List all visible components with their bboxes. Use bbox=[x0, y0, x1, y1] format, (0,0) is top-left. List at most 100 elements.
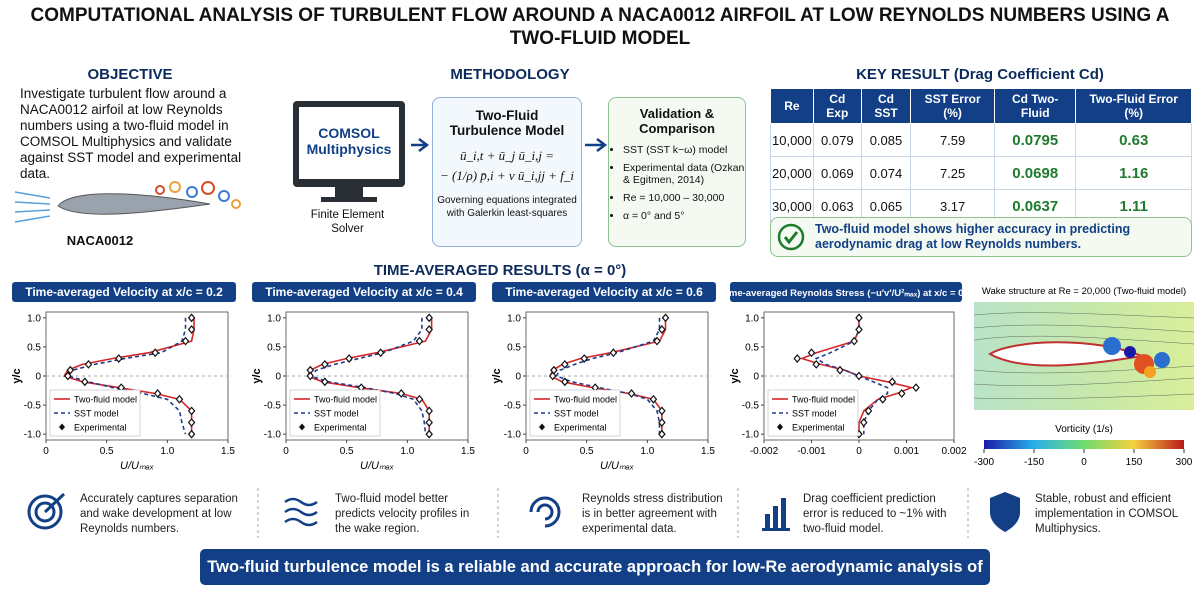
y-axis-label: y/c bbox=[251, 368, 263, 383]
data-point bbox=[864, 406, 873, 416]
conclusion-banner: Two-fluid turbulence model is a reliable… bbox=[200, 549, 990, 585]
title-bar bbox=[492, 282, 716, 302]
y-tick-label: -0.5 bbox=[742, 401, 760, 412]
data-point bbox=[415, 394, 424, 404]
legend-label: Two-fluid model bbox=[314, 395, 377, 405]
x-axis-label: U/Uₘₐₓ bbox=[120, 460, 154, 472]
data-point bbox=[812, 359, 821, 369]
legend-label: SST model bbox=[554, 409, 598, 419]
table-cell: 7.25 bbox=[910, 156, 996, 190]
methodology-diagram bbox=[293, 101, 608, 202]
feature-text: Accurately captures separation and wake … bbox=[80, 493, 238, 535]
y-axis-label: y/c bbox=[729, 368, 741, 383]
data-point bbox=[187, 406, 196, 416]
legend-label: SST model bbox=[792, 409, 836, 419]
model-box: Two-Fluid Turbulence Model ū_i,t + ū_j ū… bbox=[432, 97, 582, 247]
data-point bbox=[658, 418, 666, 427]
data-point bbox=[658, 406, 666, 416]
data-point bbox=[912, 383, 920, 393]
x-tick-label: 0 bbox=[283, 446, 289, 457]
objective-text: Investigate turbulent flow around a NACA… bbox=[20, 86, 242, 181]
data-point bbox=[425, 406, 433, 416]
chart: Time-averaged Velocity at x/c = 0.6 0 0.5 1… bbox=[491, 282, 716, 472]
y-tick-label: -0.5 bbox=[504, 401, 522, 412]
y-axis-label: y/c bbox=[11, 368, 23, 383]
data-point bbox=[175, 394, 184, 404]
data-point bbox=[580, 354, 589, 363]
data-point bbox=[415, 336, 424, 346]
chart-title: Time-averaged Velocity at x/c = 0.4 bbox=[265, 285, 463, 299]
table-cell: 0.079 bbox=[812, 123, 862, 157]
data-point bbox=[187, 325, 196, 334]
header-cell: Cd Exp bbox=[812, 88, 862, 124]
data-point bbox=[859, 418, 868, 427]
table-cell: 0.069 bbox=[812, 156, 862, 190]
chart: Time-averaged Velocity at x/c = 0.4 0 0.5 1… bbox=[251, 282, 476, 472]
solver-caption: Finite Element Solver bbox=[310, 209, 385, 235]
data-point bbox=[807, 348, 816, 358]
results-heading: TIME-AVERAGED RESULTS (α = 0°) bbox=[373, 262, 627, 279]
legend-swatch bbox=[539, 423, 545, 431]
colorbar-tick-label: 0 bbox=[1081, 457, 1087, 468]
legend-label: SST model bbox=[314, 409, 358, 419]
data-point bbox=[561, 377, 569, 387]
feature-text: Two-fluid model better predicts velocity… bbox=[335, 493, 470, 535]
validation-item: SST (SST k−ω) model bbox=[623, 144, 745, 156]
data-point bbox=[836, 365, 844, 375]
y-tick-label: 0 bbox=[35, 372, 41, 383]
data-point bbox=[151, 348, 159, 358]
message-box: Two-fluid model shows higher accuracy in… bbox=[770, 217, 1192, 257]
table-cell: 10,000 bbox=[770, 123, 814, 157]
data-point bbox=[425, 313, 433, 323]
poster-title: COMPUTATIONAL ANALYSIS OF TURBULENT FLOW… bbox=[30, 5, 1170, 49]
header-cell: SST Error (%) bbox=[910, 88, 996, 124]
legend-label: Two-fluid model bbox=[554, 395, 617, 405]
y-tick-label: 1.0 bbox=[745, 313, 759, 324]
x-tick-label: -0.002 bbox=[750, 446, 779, 457]
legend-label: Experimental bbox=[792, 423, 845, 433]
solver-screen: COMSOL Multiphysics bbox=[306, 125, 392, 157]
feature-text: Stable, robust and efficient implementat… bbox=[1035, 493, 1178, 535]
y-tick-label: -1.0 bbox=[504, 430, 522, 441]
x-tick-label: 1.0 bbox=[400, 446, 414, 457]
data-point bbox=[306, 371, 315, 381]
data-point bbox=[855, 325, 863, 334]
x-tick-label: 0 bbox=[523, 446, 529, 457]
y-tick-label: 0.5 bbox=[507, 342, 521, 353]
x-tick-label: -0.001 bbox=[797, 446, 826, 457]
data-point bbox=[855, 371, 863, 381]
x-tick-label: 0.001 bbox=[894, 446, 919, 457]
wake-panel: Wake structure at Re = 20,000 (Two-fluid… bbox=[973, 286, 1195, 468]
x-tick-label: 1.0 bbox=[160, 446, 174, 457]
data-point bbox=[878, 394, 887, 404]
data-point bbox=[793, 354, 802, 363]
x-tick-label: 0 bbox=[43, 446, 49, 457]
model-title: Two-Fluid Turbulence Model bbox=[449, 108, 565, 138]
table-cell: 0.0795 bbox=[994, 123, 1077, 157]
feature-text: Drag coefficient prediction error is red… bbox=[803, 493, 947, 535]
table-row: 10,000 0.079 0.085 7.59 0.0795 0.63 bbox=[770, 123, 1192, 157]
title-bar bbox=[12, 282, 236, 302]
x-tick-label: 0 bbox=[856, 446, 862, 457]
data-point bbox=[548, 371, 557, 381]
data-point bbox=[561, 359, 569, 369]
x-tick-label: 0.002 bbox=[941, 446, 966, 457]
data-point bbox=[658, 325, 666, 334]
table-cell: 0.63 bbox=[1075, 123, 1192, 157]
legend-label: Experimental bbox=[314, 423, 367, 433]
x-tick-label: 0.5 bbox=[100, 446, 114, 457]
data-point bbox=[345, 354, 353, 363]
x-axis-label: U/Uₘₐₓ bbox=[360, 460, 394, 472]
data-point bbox=[153, 389, 162, 398]
legend-swatch bbox=[299, 423, 305, 431]
methodology-heading: METHODOLOGY bbox=[450, 66, 570, 83]
message-text: Two-fluid model shows higher accuracy in… bbox=[815, 222, 1131, 251]
legend-label: Two-fluid model bbox=[74, 395, 137, 405]
legend-swatch bbox=[777, 423, 783, 431]
data-point bbox=[397, 389, 406, 398]
validation-list: SST (SST k−ω) model Experimental data (Oz… bbox=[609, 144, 745, 222]
x-tick-label: 1.0 bbox=[640, 446, 654, 457]
data-point bbox=[66, 365, 75, 375]
data-point bbox=[81, 377, 89, 387]
legend-label: Experimental bbox=[554, 423, 607, 433]
